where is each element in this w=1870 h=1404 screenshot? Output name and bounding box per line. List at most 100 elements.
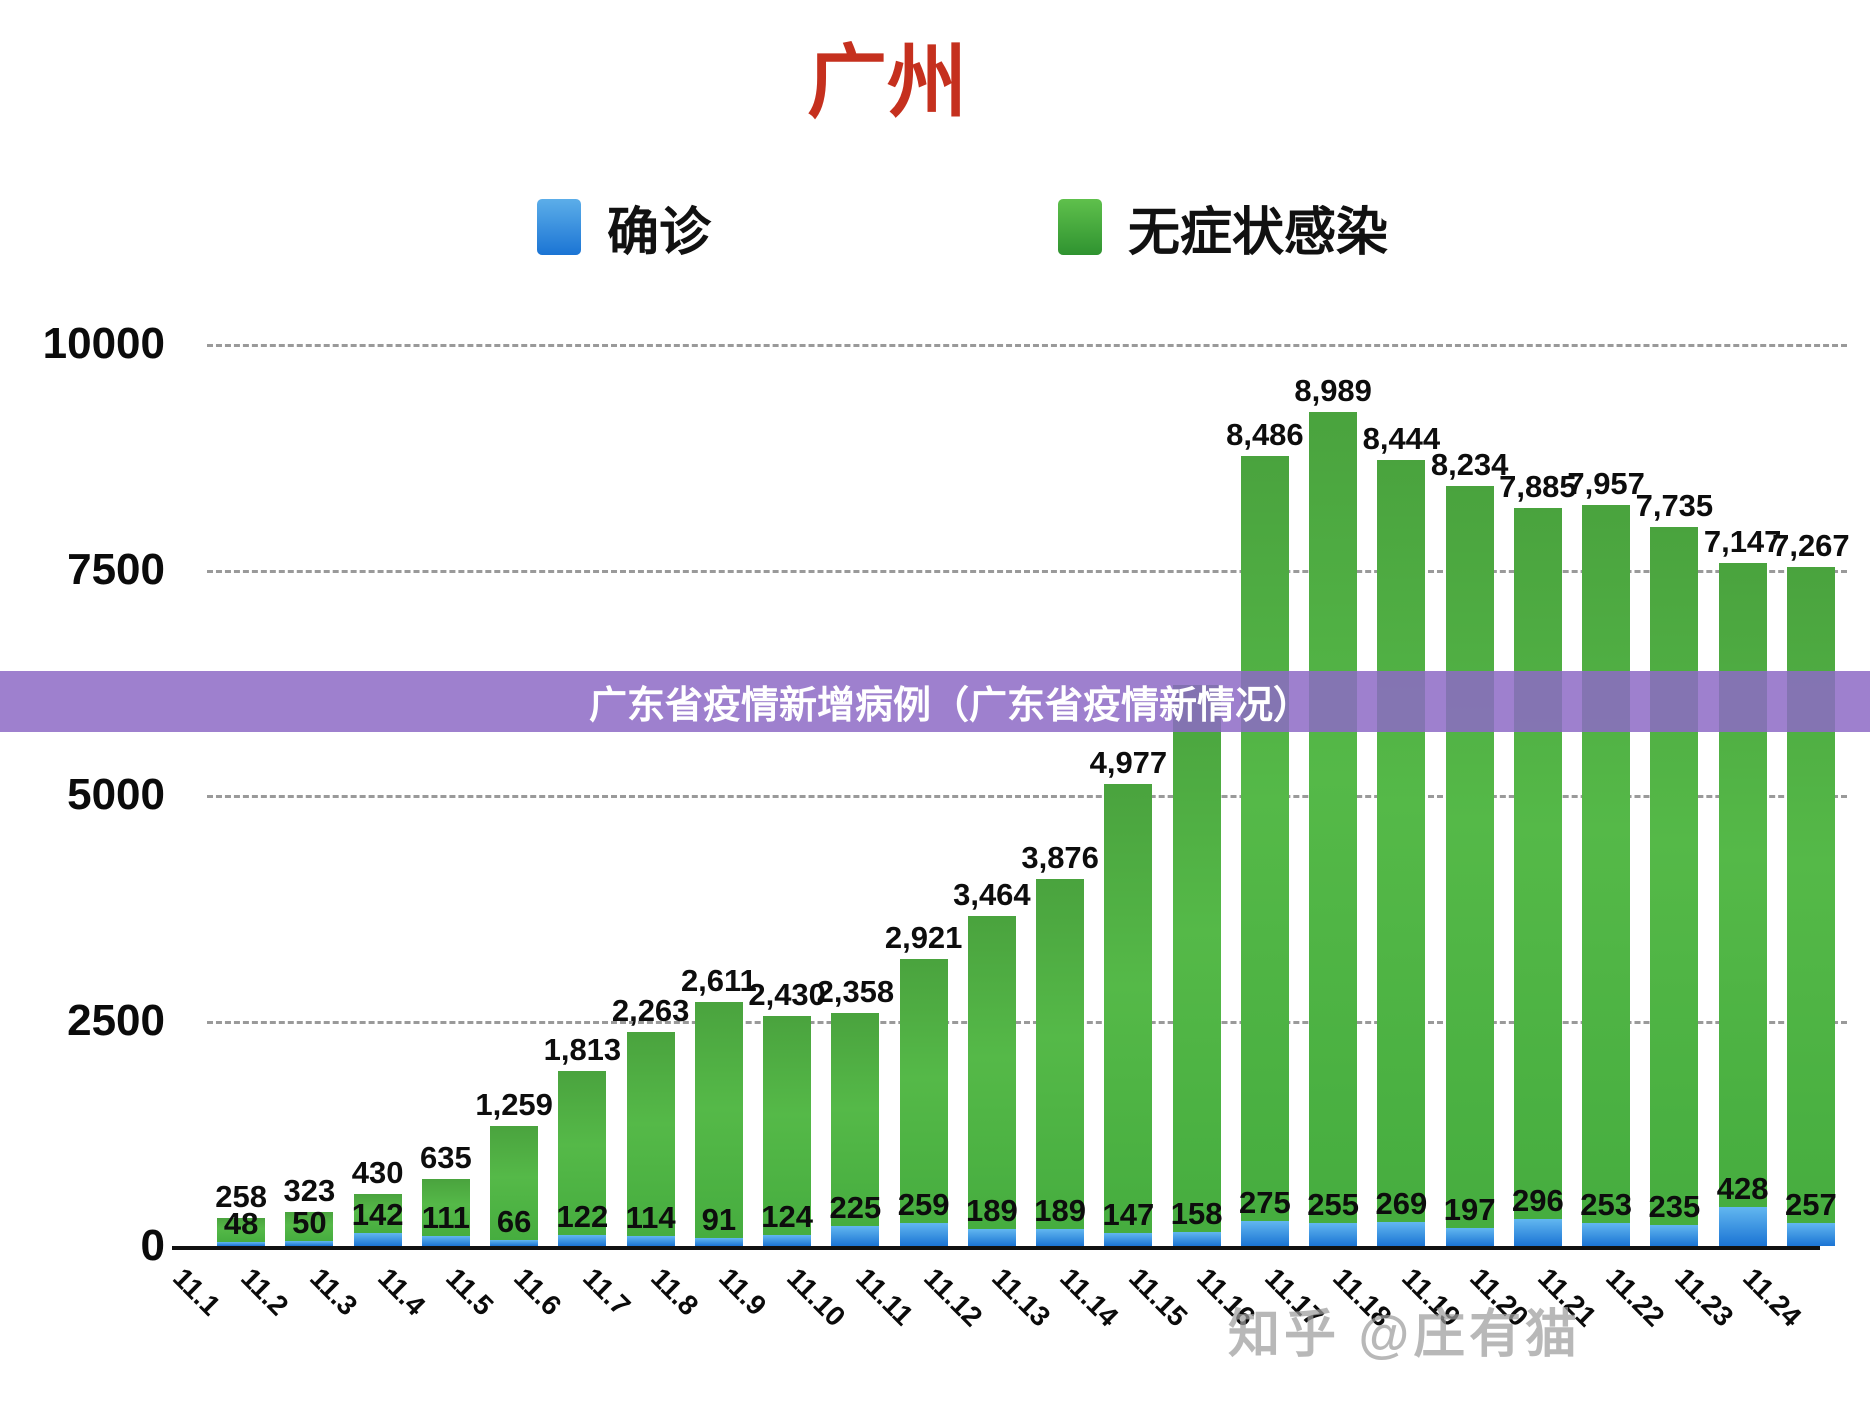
asymptomatic-value-label: 430 xyxy=(351,1155,404,1190)
gridline-7500 xyxy=(207,569,1847,573)
asymptomatic-value-label: 7,267 xyxy=(1772,528,1850,563)
x-axis-line xyxy=(172,1246,1820,1250)
confirmed-value-label: 189 xyxy=(1034,1193,1086,1228)
asymptomatic-value-label: 8,444 xyxy=(1362,421,1441,456)
confirmed-value-label: 257 xyxy=(1785,1187,1837,1222)
bar-segment-confirmed xyxy=(626,1236,675,1246)
bar-11.24 xyxy=(1786,567,1835,1246)
gridline-2500 xyxy=(207,1020,1847,1024)
confirmed-value-label: 225 xyxy=(829,1190,882,1225)
bar-segment-confirmed xyxy=(1513,1219,1562,1246)
confirmed-value-label: 428 xyxy=(1716,1171,1769,1206)
confirmed-value-label: 147 xyxy=(1102,1197,1155,1232)
asymptomatic-value-label: 3,876 xyxy=(1021,840,1099,875)
bar-segment-asymptomatic xyxy=(1650,527,1699,1225)
x-tick-label-11.24: 11.24 xyxy=(1736,1262,1808,1333)
asymptomatic-value-label: 8,486 xyxy=(1226,417,1304,452)
y-tick-label-10000: 10000 xyxy=(42,319,165,368)
x-tick-label-11.9: 11.9 xyxy=(713,1262,773,1322)
asymptomatic-value-label: 1,259 xyxy=(475,1087,553,1122)
confirmed-value-label: 111 xyxy=(421,1200,471,1235)
legend-label-asymptomatic: 无症状感染 xyxy=(1128,203,1389,262)
bar-11.10 xyxy=(831,1013,880,1246)
x-tick-label-11.11: 11.11 xyxy=(849,1262,919,1332)
bar-segment-asymptomatic xyxy=(967,916,1016,1229)
x-tick-label-11.4: 11.4 xyxy=(371,1262,432,1322)
bar-segment-confirmed xyxy=(1650,1225,1699,1246)
asymptomatic-value-label: 2,430 xyxy=(748,977,826,1012)
bar-segment-confirmed xyxy=(1240,1221,1289,1246)
x-tick-label-11.1: 11.1 xyxy=(167,1262,227,1322)
y-tick-label-7500: 7500 xyxy=(67,544,165,594)
bar-11.17 xyxy=(1309,412,1358,1246)
bar-segment-asymptomatic xyxy=(1513,508,1562,1219)
bar-segment-confirmed xyxy=(1377,1222,1426,1246)
asymptomatic-value-label: 2,358 xyxy=(816,974,895,1009)
y-tick-label-2500: 2500 xyxy=(67,995,165,1045)
bar-segment-confirmed xyxy=(1582,1223,1631,1246)
confirmed-value-label: 50 xyxy=(292,1205,327,1240)
bar-segment-confirmed xyxy=(490,1240,539,1246)
confirmed-value-label: 142 xyxy=(351,1197,404,1232)
overlay-banner: 广东省疫情新增病例（广东省疫情新情况） xyxy=(0,671,1870,732)
asymptomatic-value-label: 3,464 xyxy=(953,877,1031,912)
x-tick-label-11.15: 11.15 xyxy=(1122,1262,1194,1333)
bar-segment-asymptomatic xyxy=(490,1126,539,1240)
bar-segment-confirmed xyxy=(1036,1229,1085,1246)
confirmed-value-label: 114 xyxy=(625,1200,676,1235)
bar-segment-asymptomatic xyxy=(1036,879,1085,1229)
bar-11.23 xyxy=(1718,563,1767,1246)
confirmed-value-label: 48 xyxy=(223,1206,259,1241)
bar-11.20 xyxy=(1513,508,1562,1246)
asymptomatic-value-label: 635 xyxy=(420,1140,472,1175)
bar-segment-asymptomatic xyxy=(763,1016,812,1235)
chart-title: 广州 xyxy=(807,38,967,127)
asymptomatic-value-label: 258 xyxy=(215,1179,267,1214)
asymptomatic-value-label: 7,147 xyxy=(1703,524,1782,559)
bar-segment-asymptomatic xyxy=(1172,685,1221,1232)
legend-item-asymptomatic: 无症状感染 xyxy=(1058,196,1388,262)
bar-11.22 xyxy=(1650,527,1699,1246)
x-tick-label-11.6: 11.6 xyxy=(508,1262,568,1322)
x-tick-label-11.8: 11.8 xyxy=(644,1262,705,1322)
bar-segment-asymptomatic xyxy=(694,1002,743,1238)
bar-11.4 xyxy=(421,1179,470,1246)
y-tick-label-0: 0 xyxy=(140,1221,165,1270)
confirmed-swatch-icon xyxy=(537,199,581,255)
bar-segment-confirmed xyxy=(763,1235,812,1246)
bar-segment-confirmed xyxy=(967,1229,1016,1246)
bar-segment-asymptomatic xyxy=(1240,456,1289,1221)
bar-segment-asymptomatic xyxy=(899,959,948,1223)
x-tick-label-11.5: 11.5 xyxy=(440,1262,500,1322)
bar-segment-asymptomatic xyxy=(421,1179,470,1236)
bar-segment-confirmed xyxy=(831,1226,880,1246)
confirmed-value-label: 158 xyxy=(1170,1196,1223,1231)
bar-11.6 xyxy=(558,1071,607,1246)
bar-segment-confirmed xyxy=(1718,1207,1767,1246)
confirmed-value-label: 269 xyxy=(1375,1186,1428,1221)
bar-11.8 xyxy=(694,1002,743,1246)
bar-segment-confirmed xyxy=(1445,1228,1494,1246)
asymptomatic-value-label: 7,735 xyxy=(1635,488,1714,523)
asymptomatic-value-label: 2,611 xyxy=(680,963,757,998)
bar-segment-asymptomatic xyxy=(353,1194,402,1233)
bar-11.19 xyxy=(1445,486,1494,1246)
confirmed-value-label: 255 xyxy=(1307,1187,1359,1222)
confirmed-value-label: 189 xyxy=(966,1193,1018,1228)
banner-title: 广东省疫情新增病例（广东省疫情新情况） xyxy=(588,685,1311,727)
bar-11.12 xyxy=(967,916,1016,1246)
bar-segment-asymptomatic xyxy=(626,1032,675,1236)
x-tick-label-11.14: 11.14 xyxy=(1054,1262,1125,1333)
bar-segment-asymptomatic xyxy=(285,1212,334,1241)
gridline-5000 xyxy=(207,795,1847,798)
bar-11.2 xyxy=(285,1212,334,1246)
legend-item-confirmed: 确诊 xyxy=(537,196,711,262)
legend-label-confirmed: 确诊 xyxy=(607,203,712,262)
x-tick-label-11.23: 11.23 xyxy=(1668,1262,1740,1333)
bar-segment-asymptomatic xyxy=(831,1013,880,1226)
bar-11.18 xyxy=(1377,460,1426,1246)
bar-11.16 xyxy=(1240,456,1289,1246)
bar-11.9 xyxy=(763,1016,812,1246)
gridline-10000 xyxy=(207,344,1847,347)
